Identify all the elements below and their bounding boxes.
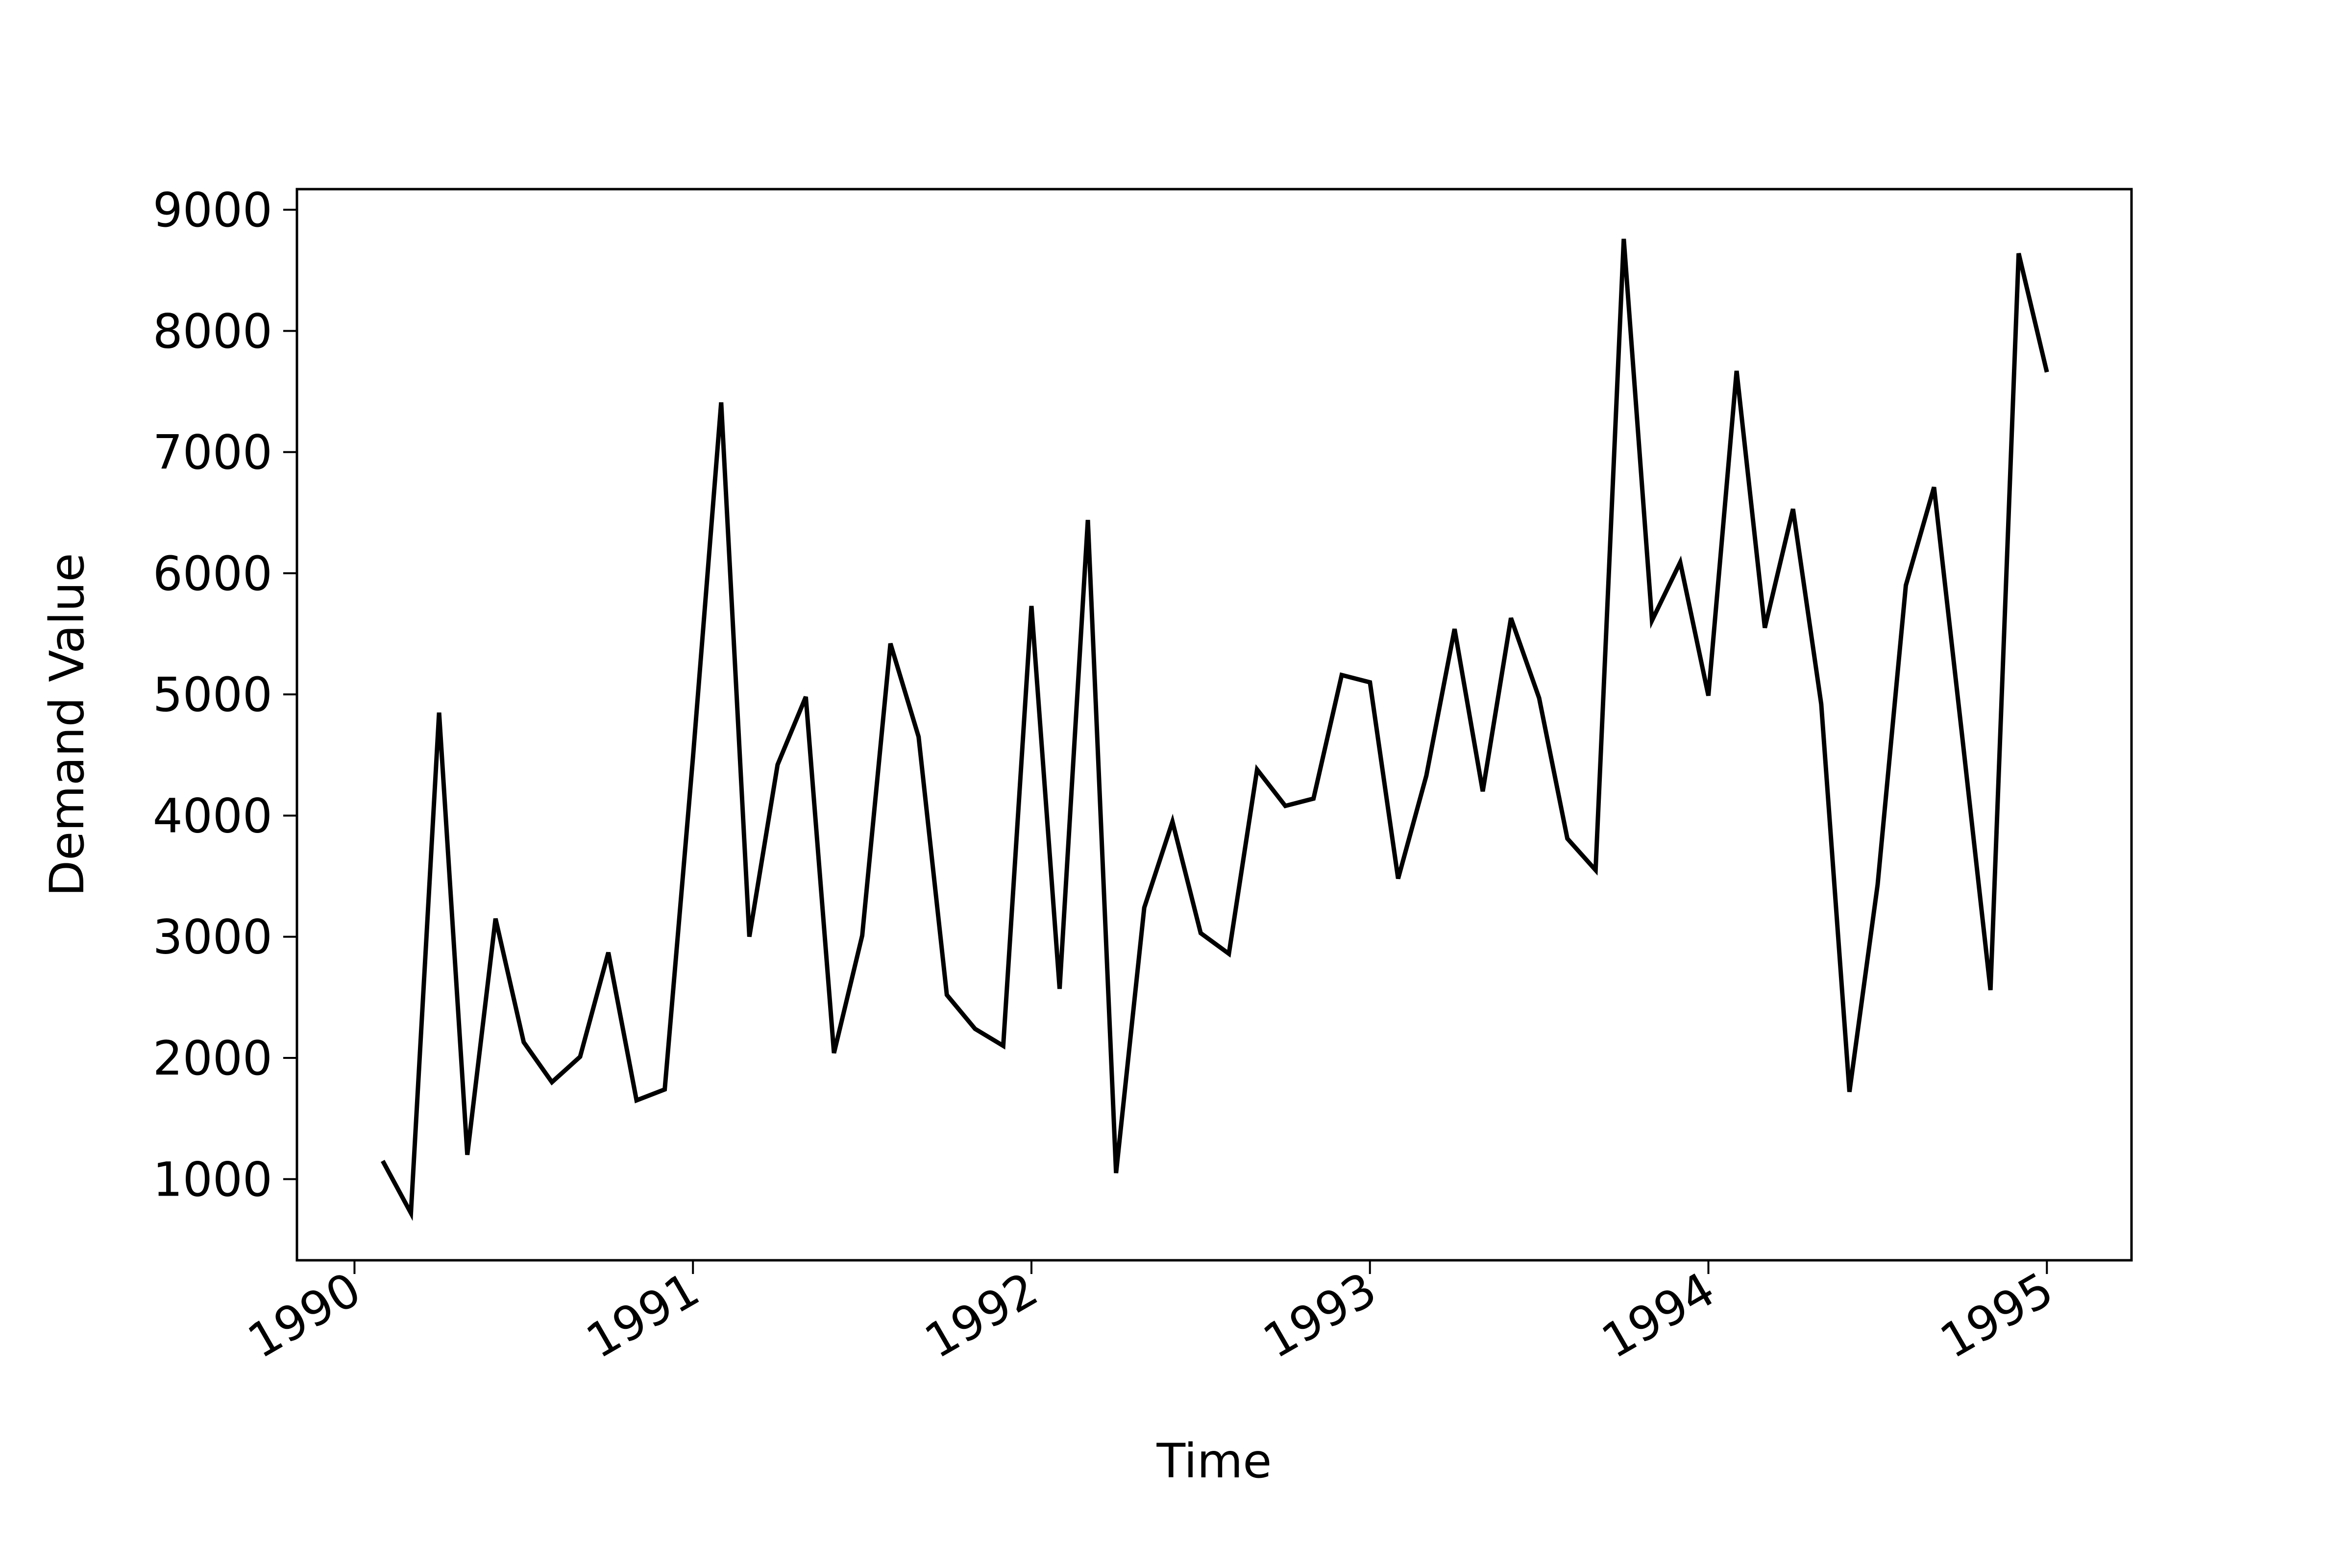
plot-area-frame [295, 188, 2133, 1262]
y-tick-label: 5000 [153, 667, 272, 722]
y-tick-label: 3000 [153, 910, 272, 965]
y-tick-label: 6000 [153, 546, 272, 601]
x-axis-label: Time [1156, 1434, 1272, 1489]
y-tick-label: 4000 [153, 788, 272, 843]
y-tick-label: 7000 [153, 425, 272, 480]
demand-series-line [381, 239, 2049, 1221]
y-tick-label: 9000 [153, 183, 272, 238]
y-axis-ticks: 1000 2000 3000 4000 5000 6000 7000 8000 9000 [153, 183, 297, 1207]
y-tick-label: 8000 [153, 304, 272, 359]
y-tick-label: 1000 [153, 1152, 272, 1207]
y-tick-label: 2000 [153, 1031, 272, 1086]
y-axis-label: Demand Value [40, 553, 95, 896]
